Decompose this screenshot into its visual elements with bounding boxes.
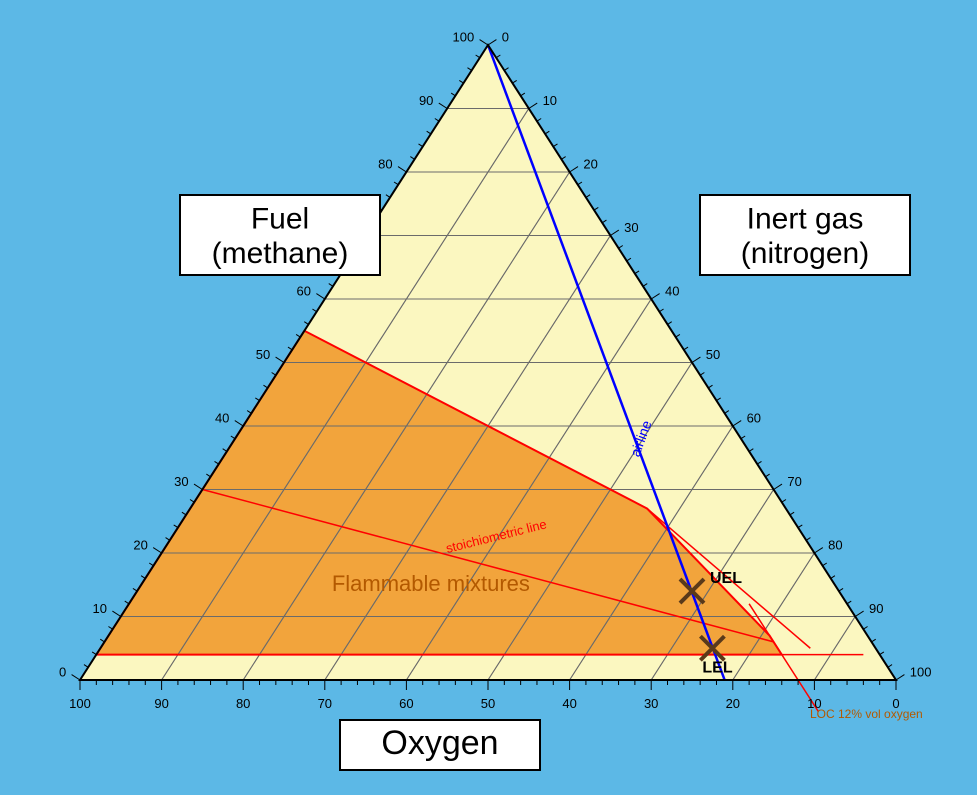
flammable-label: Flammable mixtures	[332, 571, 530, 596]
inert-label: Inert gas(nitrogen)	[700, 195, 910, 275]
left-axis-ticks-label: 60	[297, 283, 311, 298]
right-axis-ticks-label: 40	[665, 283, 679, 298]
right-axis-ticks-label: 20	[583, 156, 597, 171]
right-axis-ticks-label: 60	[747, 410, 761, 425]
uel-marker-label: UEL	[710, 570, 742, 587]
lel-marker-label: LEL	[702, 659, 732, 676]
left-axis-ticks-label: 10	[93, 601, 107, 616]
left-axis-ticks-label: 100	[453, 29, 475, 44]
oxygen-label: Oxygen	[340, 720, 540, 770]
bottom-axis-ticks-label: 0	[892, 696, 899, 711]
left-axis-ticks-label: 20	[133, 537, 147, 552]
ternary-diagram: stoichiometric lineLOC 12% vol oxygenair…	[0, 0, 977, 795]
oxygen-label-line1: Oxygen	[381, 724, 498, 762]
fuel-label-line2: (methane)	[212, 237, 349, 270]
inert-label-line1: Inert gas	[747, 203, 864, 236]
bottom-axis-ticks-label: 70	[318, 696, 332, 711]
bottom-axis-ticks-label: 80	[236, 696, 250, 711]
right-axis-ticks-label: 70	[787, 474, 801, 489]
bottom-axis-ticks-label: 20	[726, 696, 740, 711]
left-axis-ticks-label: 40	[215, 410, 229, 425]
bottom-axis-ticks-label: 30	[644, 696, 658, 711]
right-axis-ticks-label: 90	[869, 601, 883, 616]
left-axis-ticks-label: 30	[174, 474, 188, 489]
right-axis-ticks-label: 50	[706, 347, 720, 362]
right-axis-ticks-label: 30	[624, 220, 638, 235]
bottom-axis-ticks-label: 100	[69, 696, 91, 711]
left-axis-ticks-label: 0	[59, 664, 66, 679]
bottom-axis-ticks-label: 50	[481, 696, 495, 711]
right-axis-ticks-label: 100	[910, 664, 932, 679]
bottom-axis-ticks-label: 60	[399, 696, 413, 711]
bottom-axis-ticks-label: 10	[807, 696, 821, 711]
left-axis-ticks-label: 80	[378, 156, 392, 171]
loc-line-label: LOC 12% vol oxygen	[810, 707, 923, 721]
bottom-axis-ticks-label: 40	[562, 696, 576, 711]
right-axis-ticks-label: 80	[828, 537, 842, 552]
fuel-label-line1: Fuel	[251, 203, 309, 236]
right-axis-ticks-label: 0	[502, 29, 509, 44]
left-axis-ticks-label: 90	[419, 93, 433, 108]
right-axis-ticks-label: 10	[543, 93, 557, 108]
fuel-label: Fuel(methane)	[180, 195, 380, 275]
inert-label-line2: (nitrogen)	[741, 237, 869, 270]
bottom-axis-ticks-label: 90	[154, 696, 168, 711]
left-axis-ticks-label: 50	[256, 347, 270, 362]
